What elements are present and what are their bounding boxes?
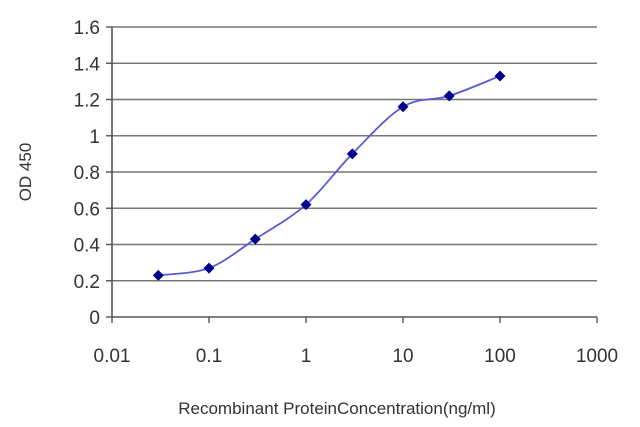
data-point-5 bbox=[397, 101, 409, 113]
y-tick-label-5: 1 bbox=[89, 127, 100, 148]
x-axis-title: Recombinant ProteinConcentration(ng/ml) bbox=[178, 399, 496, 418]
x-tick-label-2: 1 bbox=[301, 346, 312, 367]
data-point-0 bbox=[152, 269, 164, 281]
data-point-6 bbox=[443, 90, 455, 102]
y-tick-label-4: 0.8 bbox=[74, 163, 100, 184]
series-layer bbox=[152, 70, 506, 281]
y-tick-label-2: 0.4 bbox=[74, 236, 101, 257]
data-point-3 bbox=[300, 199, 312, 211]
y-tick-label-7: 1.4 bbox=[74, 54, 101, 75]
x-tick-label-0: 0.01 bbox=[94, 346, 131, 367]
y-tick-label-1: 0.2 bbox=[74, 272, 100, 293]
data-point-1 bbox=[203, 262, 215, 274]
y-axis-title: OD 450 bbox=[16, 143, 35, 202]
y-tick-label-0: 0 bbox=[89, 308, 100, 329]
x-tick-label-3: 10 bbox=[392, 346, 413, 367]
axis-layer bbox=[106, 26, 598, 323]
x-tick-label-1: 0.1 bbox=[196, 346, 222, 367]
y-tick-label-6: 1.2 bbox=[74, 91, 100, 112]
series-line-0 bbox=[158, 75, 501, 277]
data-point-2 bbox=[249, 233, 261, 245]
grid-layer bbox=[112, 26, 597, 282]
x-tick-label-5: 1000 bbox=[576, 346, 618, 367]
data-point-7 bbox=[494, 70, 506, 82]
label-layer: 0 0.2 0.4 0.6 0.8 1 1.2 1.4 1.6 0.01 0.1 1 10 100 1000 bbox=[74, 18, 619, 367]
y-tick-label-3: 0.6 bbox=[74, 199, 100, 220]
y-tick-label-8: 1.6 bbox=[74, 18, 100, 39]
data-point-4 bbox=[346, 148, 358, 160]
x-tick-label-4: 100 bbox=[484, 346, 516, 367]
